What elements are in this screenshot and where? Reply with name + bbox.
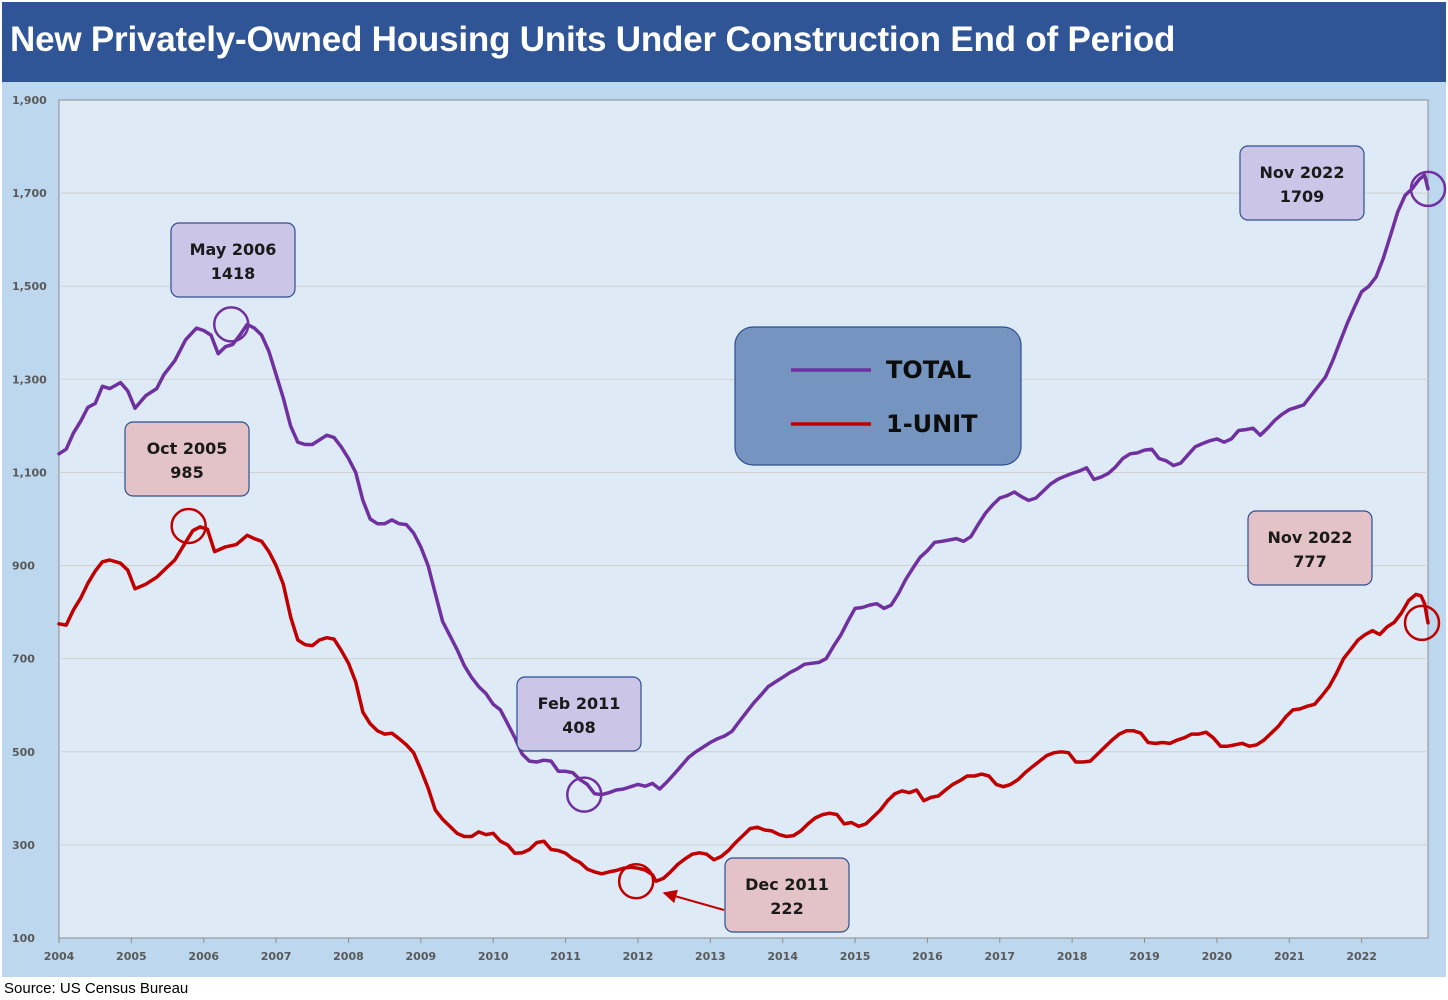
callout-value: 985 <box>170 463 203 482</box>
y-tick-label: 700 <box>12 653 35 666</box>
callout-label: Feb 2011 <box>538 694 621 713</box>
callout-value: 777 <box>1293 552 1326 571</box>
title-bar: New Privately-Owned Housing Units Under … <box>2 2 1446 82</box>
x-tick-label: 2010 <box>478 950 509 963</box>
x-tick-label: 2004 <box>44 950 75 963</box>
source-note: Source: US Census Bureau <box>4 980 189 997</box>
y-tick-label: 900 <box>12 560 35 573</box>
x-tick-label: 2021 <box>1274 950 1305 963</box>
y-tick-label: 1,100 <box>12 466 47 479</box>
y-tick-label: 1,900 <box>12 94 47 107</box>
callout-box <box>724 857 850 933</box>
callout-label: Oct 2005 <box>147 439 228 458</box>
x-tick-label: 2018 <box>1057 950 1088 963</box>
x-tick-label: 2022 <box>1346 950 1377 963</box>
x-tick-label: 2012 <box>623 950 654 963</box>
callout-box <box>516 676 642 752</box>
annotation-circle <box>566 776 603 813</box>
series-line-total <box>57 173 1430 797</box>
y-tick-label: 1,300 <box>12 373 47 386</box>
x-tick-label: 2015 <box>840 950 871 963</box>
x-tick-label: 2007 <box>261 950 292 963</box>
x-tick-label: 2020 <box>1202 950 1233 963</box>
legend-label: 1-UNIT <box>886 410 978 438</box>
y-tick-label: 100 <box>12 932 35 945</box>
callout-box <box>1239 145 1365 221</box>
callout-value: 1709 <box>1280 187 1325 206</box>
x-tick-label: 2017 <box>984 950 1015 963</box>
x-tick-label: 2014 <box>767 950 798 963</box>
x-tick-label: 2009 <box>406 950 437 963</box>
x-tick-label: 2011 <box>550 950 581 963</box>
annotation-circle <box>1409 170 1447 208</box>
x-tick-label: 2013 <box>695 950 726 963</box>
callout-value: 1418 <box>211 264 256 283</box>
annotation-circle <box>1403 604 1441 642</box>
y-tick-label: 1,500 <box>12 280 47 293</box>
callout-label: May 2006 <box>190 240 277 259</box>
x-tick-label: 2016 <box>912 950 943 963</box>
legend-label: TOTAL <box>886 356 971 384</box>
legend-box <box>734 326 1022 466</box>
y-tick-label: 500 <box>12 746 35 759</box>
callout-box <box>1247 510 1373 586</box>
x-tick-label: 2005 <box>116 950 147 963</box>
callout-box <box>124 421 250 497</box>
annotation-circle <box>212 306 250 343</box>
annotation-circle <box>170 507 207 545</box>
callout-label: Nov 2022 <box>1260 163 1345 182</box>
callout-box <box>170 222 296 298</box>
callout-label: Nov 2022 <box>1268 528 1353 547</box>
x-tick-label: 2008 <box>333 950 364 963</box>
y-tick-label: 1,700 <box>12 187 47 200</box>
chart-title: New Privately-Owned Housing Units Under … <box>10 20 1176 59</box>
callout-label: Dec 2011 <box>745 875 829 894</box>
x-tick-label: 2006 <box>188 950 219 963</box>
callout-value: 222 <box>770 899 803 918</box>
annotation-arrow <box>662 889 725 911</box>
y-tick-label: 300 <box>12 839 35 852</box>
series-line-1-unit <box>57 525 1430 883</box>
callout-value: 408 <box>562 718 595 737</box>
x-tick-label: 2019 <box>1129 950 1160 963</box>
annotation-circle <box>617 862 655 900</box>
